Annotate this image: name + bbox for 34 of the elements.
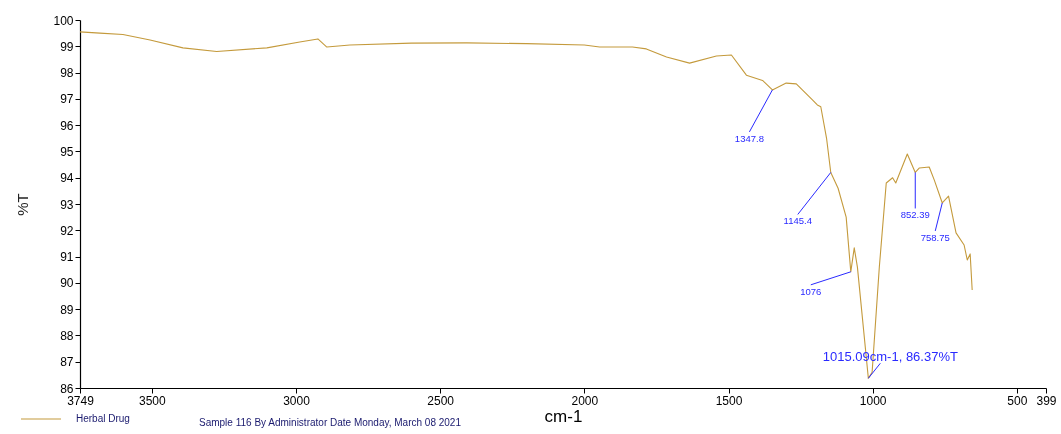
y-tick-label: 95: [60, 144, 74, 159]
y-tick-label: 88: [60, 328, 74, 343]
y-axis-title: %T: [14, 193, 32, 216]
y-tick-label: 93: [60, 197, 74, 212]
y-tick-label: 87: [60, 355, 74, 370]
x-tick-label: 2000: [571, 393, 599, 408]
x-tick-label: 2500: [427, 393, 455, 408]
x-tick-label: 1500: [715, 393, 743, 408]
annotation: 758.75: [920, 231, 950, 243]
y-tick-label: 99: [60, 39, 74, 54]
y-tick-label: 92: [60, 223, 74, 238]
x-tick-label: 500: [1007, 393, 1028, 408]
annotation: 1347.8: [734, 132, 764, 144]
x-tick-label: 1000: [859, 393, 887, 408]
x-tick-label: 3500: [138, 393, 166, 408]
legend-label: Herbal Drug: [76, 413, 130, 424]
annotation: 1145.4: [783, 215, 812, 227]
text: Sample 116 By Administrator Date Monday, March 08 2021: [199, 417, 462, 428]
y-tick-label: 100: [53, 13, 74, 28]
annotation: 852.39: [900, 209, 930, 221]
annotation: 1076: [800, 285, 822, 297]
y-tick-label: 90: [60, 276, 74, 291]
x-tick-label: 3000: [283, 393, 311, 408]
y-tick-label: 86: [60, 381, 74, 396]
x-tick-label: 399: [1036, 393, 1057, 408]
x-axis-title: cm-1: [544, 406, 583, 426]
y-tick-label: 97: [60, 92, 74, 107]
y-tick-label: 94: [60, 171, 74, 186]
line-series: [80, 31, 973, 379]
y-tick-label: 96: [60, 118, 74, 133]
y-tick-label: 89: [60, 302, 74, 317]
y-tick-label: 91: [60, 250, 74, 265]
x-tick-label: 3749: [67, 393, 95, 408]
y-tick-label: 98: [60, 66, 74, 81]
